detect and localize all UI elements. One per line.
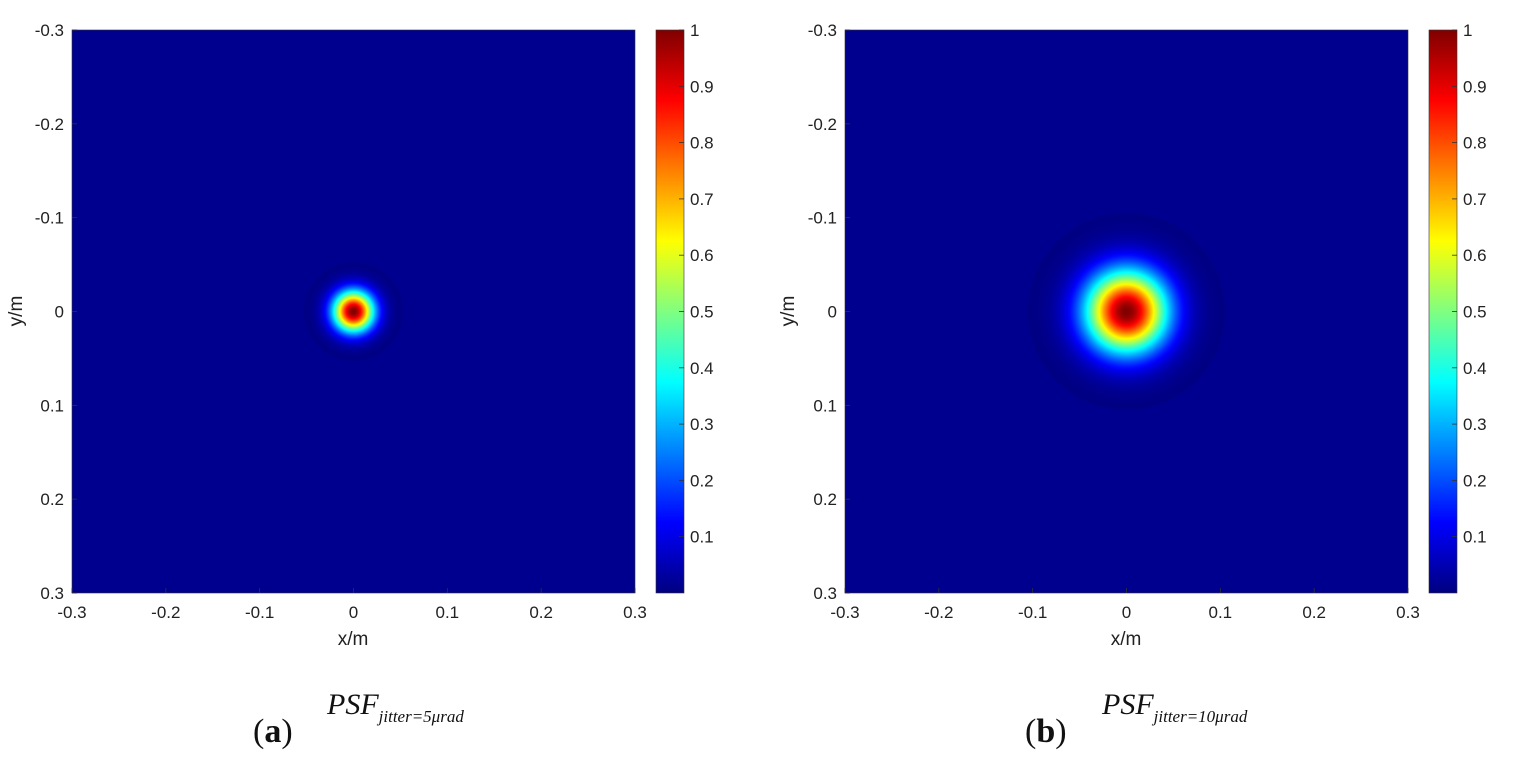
x-tick-label-b: 0.3	[1396, 603, 1420, 622]
panel-a: -0.3 -0.2 -0.1 0 0.1 0.2 0.3 -0.3-0.2-0.100.10…	[6, 21, 714, 750]
x-tick-label-b: 0	[1122, 603, 1131, 622]
caption-close-paren-a: )	[281, 713, 292, 750]
x-tick-label-a: 0.2	[529, 603, 553, 622]
colorbar-tick-label-b: 0.5	[1463, 303, 1487, 322]
colorbar-tick-label-a: 0.3	[690, 415, 714, 434]
colorbar-tick-label-a: 1	[690, 21, 699, 40]
colorbar-tick-label-b: 0.6	[1463, 246, 1487, 265]
y-tick-label-b: -0.2	[808, 115, 837, 134]
colorbar-tick-label-b: 0.3	[1463, 415, 1487, 434]
colorbar-tick-label-a: 0.6	[690, 246, 714, 265]
y-tick-label-a: 0.3	[40, 584, 64, 603]
colorbar-tick-label-a: 0.4	[690, 359, 714, 378]
colorbar-tick-label-a: 0.7	[690, 190, 714, 209]
y-tick-label-a: -0.2	[35, 115, 64, 134]
x-tick-label-b: -0.3	[830, 603, 859, 622]
colorbar-tick-label-a: 0.5	[690, 303, 714, 322]
caption-psf-a: PSF	[326, 688, 379, 721]
y-axis-ticks-a: -0.3 -0.2 -0.1 0 0.1 0.2 0.3	[35, 21, 77, 603]
y-axis-label-b: y/m	[778, 296, 799, 327]
y-axis-ticks-b: -0.3 -0.2 -0.1 0 0.1 0.2 0.3	[808, 21, 850, 603]
caption-psf-subscript-a: jitter=5μrad	[377, 707, 465, 726]
colorbar-tick-label-b: 0.2	[1463, 471, 1487, 490]
x-axis-ticks-b: -0.3 -0.2 -0.1 0 0.1 0.2 0.3	[830, 588, 1420, 622]
caption-open-paren-b: (	[1025, 713, 1036, 750]
x-axis-label-b: x/m	[1111, 629, 1142, 650]
colorbar-tick-label-b: 0.8	[1463, 134, 1487, 153]
y-tick-label-b: -0.3	[808, 21, 837, 40]
y-tick-label-b: 0.2	[813, 490, 837, 509]
caption-b: (b) PSFjitter=10μrad	[1025, 688, 1248, 750]
colorbar-ticks-b: 0.1 0.2 0.3 0.4 0.5 0.6 0.7 0.8 0.9 1	[1452, 21, 1487, 547]
y-tick-label-b: -0.1	[808, 209, 837, 228]
colorbar-tick-label-a: 0.2	[690, 471, 714, 490]
caption-close-paren-b: )	[1055, 713, 1066, 750]
colorbar-tick-label-a: 0.8	[690, 134, 714, 153]
x-tick-label-b: 0.2	[1302, 603, 1326, 622]
x-tick-label-a: -0.2	[151, 603, 180, 622]
x-tick-label-a: 0.1	[436, 603, 460, 622]
colorbar-ticks-a: 0.1 0.2 0.3 0.4 0.5 0.6 0.7 0.8 0.9 1	[679, 21, 714, 547]
panel-b: -0.3 -0.2 -0.1 0 0.1 0.2 0.3 -0.3-0.2-0.100.10…	[778, 21, 1487, 750]
y-tick-label-b: 0	[828, 303, 837, 322]
colorbar-tick-label-b: 0.7	[1463, 190, 1487, 209]
colorbar-tick-label-b: 0.4	[1463, 359, 1487, 378]
colorbar-tick-label-a: 0.1	[690, 528, 714, 547]
svg-text:(b): (b)	[1025, 713, 1067, 750]
svg-text:PSFjitter=5μrad: PSFjitter=5μrad	[326, 688, 464, 726]
svg-text:PSFjitter=10μrad: PSFjitter=10μrad	[1101, 688, 1248, 726]
y-tick-label-a: -0.1	[35, 209, 64, 228]
colorbar-tick-label-a: 0.9	[690, 77, 714, 96]
caption-a: (a) PSFjitter=5μrad	[253, 688, 464, 750]
colorbar-tick-label-b: 1	[1463, 21, 1472, 40]
x-tick-label-a: 0	[349, 603, 358, 622]
x-tick-label-b: -0.2	[924, 603, 953, 622]
x-tick-label-b: -0.1	[1018, 603, 1047, 622]
colorbar-tick-label-b: 0.1	[1463, 528, 1487, 547]
x-tick-label-b: 0.1	[1209, 603, 1233, 622]
x-axis-ticks-a: -0.3 -0.2 -0.1 0 0.1 0.2 0.3	[57, 588, 647, 622]
y-tick-label-a: 0.2	[40, 490, 64, 509]
y-tick-label-a: 0	[55, 303, 64, 322]
caption-panel-letter-b: b	[1036, 713, 1055, 750]
caption-psf-subscript-b: jitter=10μrad	[1152, 707, 1248, 726]
x-tick-label-a: -0.3	[57, 603, 86, 622]
y-tick-label-a: 0.1	[40, 396, 64, 415]
caption-panel-letter-a: a	[264, 713, 281, 750]
caption-psf-b: PSF	[1101, 688, 1154, 721]
psf-spot-b	[1027, 212, 1226, 411]
x-tick-label-a: 0.3	[623, 603, 647, 622]
colorbar-tick-label-b: 0.9	[1463, 77, 1487, 96]
x-tick-label-a: -0.1	[245, 603, 274, 622]
y-tick-label-a: -0.3	[35, 21, 64, 40]
x-axis-label-a: x/m	[338, 629, 369, 650]
y-tick-label-b: 0.3	[813, 584, 837, 603]
y-tick-label-b: 0.1	[813, 396, 837, 415]
caption-open-paren-a: (	[253, 713, 264, 750]
y-axis-label-a: y/m	[6, 296, 27, 327]
psf-spot-a	[304, 262, 403, 361]
svg-text:(a): (a)	[253, 713, 293, 750]
